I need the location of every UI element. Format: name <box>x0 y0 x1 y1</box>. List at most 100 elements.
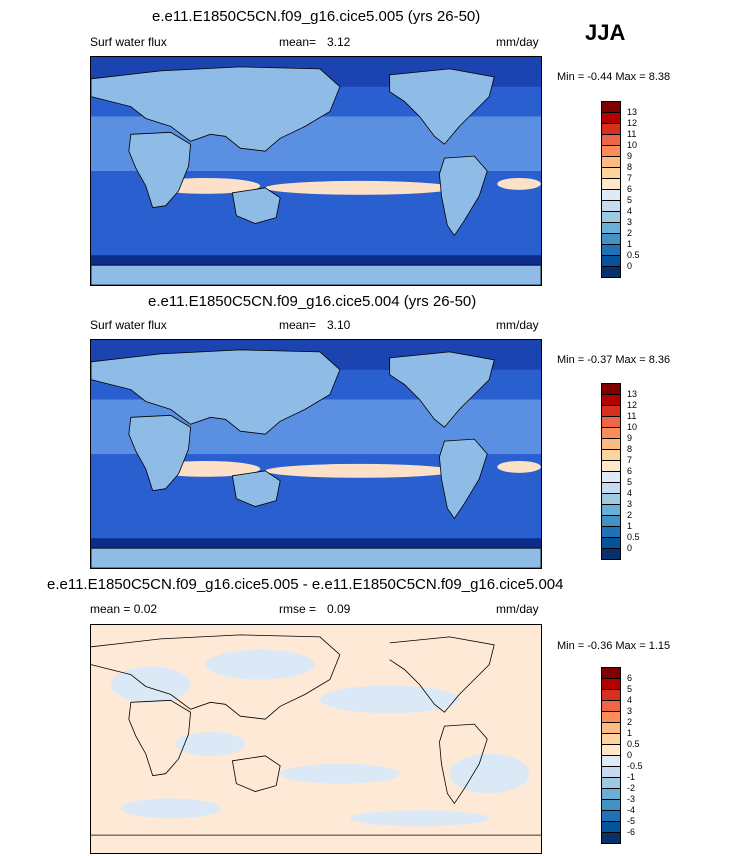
colorbar-label: 3 <box>627 499 633 509</box>
antarctica <box>91 547 541 568</box>
colorbar-label: 0 <box>627 543 633 553</box>
colorbar-label: 4 <box>627 206 633 216</box>
colorbar-label: 1 <box>627 521 633 531</box>
panel1-minmax: Min = -0.44 Max = 8.38 <box>557 71 671 83</box>
africa <box>128 131 191 209</box>
north-america <box>389 636 495 713</box>
panel3-colorbar: 6 5 4 3 2 1 0.5 0 -0.5 -1 -2 -3 -4 -5 -6 <box>601 667 643 844</box>
colorbar-label: 5 <box>627 477 633 487</box>
colorbar-label: 0 <box>627 750 633 760</box>
panel3-title: e.e11.E1850C5CN.f09_g16.cice5.005 - e.e1… <box>47 576 564 593</box>
colorbar-label: 6 <box>627 466 633 476</box>
panel1-map <box>90 56 542 286</box>
wet-band-pacific <box>265 463 455 478</box>
panel2-minmax: Min = -0.37 Max = 8.36 <box>557 354 671 366</box>
colorbar-label: -5 <box>627 816 636 826</box>
colorbar-label: 3 <box>627 706 633 716</box>
panel2-title: e.e11.E1850C5CN.f09_g16.cice5.004 (yrs 2… <box>148 293 477 310</box>
colorbar-label: -2 <box>627 783 636 793</box>
wet-band-pacific <box>265 180 455 195</box>
panel3-mean-label: mean = 0.02 <box>90 602 158 616</box>
colorbar-label: 0.5 <box>627 532 640 542</box>
neg-patch <box>319 685 460 714</box>
africa <box>128 414 191 492</box>
colorbar-label: 6 <box>627 673 633 683</box>
neg-patch <box>205 649 316 680</box>
colorbar-label: 0.5 <box>627 250 640 260</box>
colorbar-label: 2 <box>627 228 633 238</box>
panel3-minmax: Min = -0.36 Max = 1.15 <box>557 640 671 652</box>
panel2-units: mm/day <box>496 318 539 332</box>
panel1-stat-value: 3.12 <box>327 35 351 49</box>
colorbar-label: 12 <box>627 118 638 128</box>
australia <box>231 755 281 792</box>
panel2-map <box>90 339 542 569</box>
continents <box>91 349 541 568</box>
colorbar-label: -6 <box>627 827 636 837</box>
neg-patch <box>120 798 221 819</box>
panel3-units: mm/day <box>496 602 539 616</box>
colorbar-label: 12 <box>627 400 638 410</box>
continent-outlines <box>91 634 541 836</box>
panel3-stat-value: 0.09 <box>327 602 351 616</box>
colorbar-label: 7 <box>627 455 633 465</box>
panel1-units: mm/day <box>496 35 539 49</box>
colorbar-label: -4 <box>627 805 636 815</box>
neg-patch <box>110 666 191 703</box>
colorbar-label: 1 <box>627 239 633 249</box>
eurasia <box>91 66 341 152</box>
colorbar-label: 8 <box>627 162 633 172</box>
colorbar-label: 4 <box>627 695 633 705</box>
colorbar-label: 4 <box>627 488 633 498</box>
eurasia <box>91 349 341 435</box>
colorbar-label: -0.5 <box>627 761 643 771</box>
panel1-variable-label: Surf water flux <box>90 35 167 49</box>
colorbar-label: 0.5 <box>627 739 640 749</box>
panel3-map <box>90 624 542 854</box>
colorbar-label: 6 <box>627 184 633 194</box>
south-america <box>439 155 488 237</box>
colorbar-label: 1 <box>627 728 633 738</box>
colorbar-label: 13 <box>627 389 638 399</box>
antarctica <box>91 264 541 285</box>
panel1-map-svg <box>91 57 541 285</box>
colorbar-label: 5 <box>627 195 633 205</box>
panel2-colorbar: 13 12 11 10 9 8 7 6 5 4 3 2 1 0.5 0 <box>601 383 640 560</box>
neg-patch <box>175 732 246 756</box>
australia <box>231 187 281 224</box>
continents <box>91 66 541 285</box>
eurasia <box>91 634 341 720</box>
south-america <box>439 438 488 520</box>
colorbar-label: 0 <box>627 261 633 271</box>
colorbar-swatch <box>601 832 621 844</box>
diff-negative-patches <box>110 649 530 827</box>
africa <box>128 699 191 777</box>
neg-patch <box>449 753 530 794</box>
colorbar-label: 2 <box>627 510 633 520</box>
colorbar-label: 10 <box>627 140 638 150</box>
wet-band-atlantic <box>497 460 541 473</box>
colorbar-label: 9 <box>627 151 633 161</box>
colorbar-label: 11 <box>627 129 637 139</box>
panel2-map-svg <box>91 340 541 568</box>
panel2-variable-label: Surf water flux <box>90 318 167 332</box>
colorbar-label: 11 <box>627 411 637 421</box>
panel3-map-svg <box>91 625 541 853</box>
panel1-colorbar: 13 12 11 10 9 8 7 6 5 4 3 2 1 0.5 0 <box>601 101 640 278</box>
colorbar-label: -3 <box>627 794 636 804</box>
panel2-stat-label: mean= <box>279 318 317 332</box>
colorbar-label: 5 <box>627 684 633 694</box>
panel3-stat-label: rmse = <box>279 602 317 616</box>
panel2-stat-value: 3.10 <box>327 318 351 332</box>
australia <box>231 470 281 507</box>
panel1-title: e.e11.E1850C5CN.f09_g16.cice5.005 (yrs 2… <box>152 8 481 25</box>
north-america <box>389 68 495 145</box>
colorbar-label: 3 <box>627 217 633 227</box>
colorbar-label: 10 <box>627 422 638 432</box>
colorbar-label: 9 <box>627 433 633 443</box>
colorbar-label: 7 <box>627 173 633 183</box>
south-america <box>439 723 488 805</box>
neg-patch <box>280 763 400 784</box>
wet-band-atlantic <box>497 177 541 190</box>
colorbar-label: 13 <box>627 107 638 117</box>
